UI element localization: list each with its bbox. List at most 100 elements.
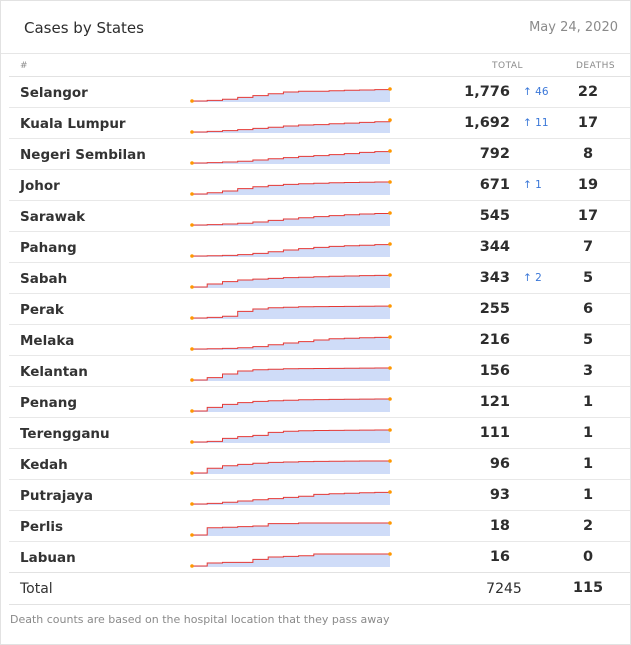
state-total: 344 [479, 239, 510, 255]
state-total: 671 [479, 177, 510, 193]
state-total: 16 [489, 549, 510, 565]
sparkline-start-dot [190, 316, 194, 320]
sparkline-end-dot [388, 87, 392, 91]
table-row: Putrajaya 93 1 [9, 479, 630, 511]
state-deaths: 1 [582, 487, 594, 503]
state-name: Kuala Lumpur [20, 116, 126, 132]
total-row: Total 7245 115 [9, 572, 630, 605]
sparkline-start-dot [190, 223, 194, 227]
sparkline-line [192, 305, 391, 319]
card-title: Cases by States [24, 19, 144, 37]
table-row: Penang 121 1 [9, 386, 630, 418]
state-name: Negeri Sembilan [20, 147, 146, 163]
state-name: Johor [20, 178, 60, 194]
trend-sparkline [190, 521, 392, 537]
state-increase: ↑ 11 [523, 117, 549, 129]
trend-sparkline [190, 118, 392, 134]
state-deaths: 5 [582, 270, 594, 286]
state-total: 343 [479, 270, 510, 286]
sparkline-start-dot [190, 409, 194, 413]
sparkline-line [192, 398, 390, 412]
sparkline-line [192, 89, 391, 102]
sparkline-start-dot [190, 161, 194, 165]
sparkline-end-dot [388, 211, 392, 215]
sparkline-line [192, 522, 390, 536]
trend-sparkline [190, 273, 392, 289]
total-cases: 7245 [486, 581, 522, 597]
sparkline-start-dot [190, 440, 194, 444]
table-row: Sarawak 545 17 [9, 200, 630, 232]
state-name: Perlis [20, 519, 63, 535]
sparkline-end-dot [388, 118, 392, 122]
column-header-total: TOTAL [492, 61, 524, 71]
state-total: 156 [479, 363, 510, 379]
state-total: 255 [479, 301, 510, 317]
sparkline-area [192, 523, 390, 536]
trend-sparkline [190, 304, 392, 320]
state-name: Melaka [20, 333, 75, 349]
sparkline-start-dot [190, 564, 194, 568]
sparkline-line [192, 213, 391, 226]
table-row: Melaka 216 5 [9, 324, 630, 356]
sparkline-start-dot [190, 533, 194, 537]
arrow-up-icon: ↑ [523, 117, 536, 129]
sparkline-start-dot [190, 192, 194, 196]
trend-sparkline [190, 552, 392, 568]
state-total: 121 [479, 394, 510, 410]
state-name: Penang [20, 395, 78, 411]
footer-note: Death counts are based on the hospital l… [10, 613, 390, 626]
table-row: Negeri Sembilan 792 8 [9, 138, 630, 170]
state-deaths: 22 [577, 84, 599, 100]
state-deaths: 2 [582, 518, 594, 534]
table-row: Kelantan 156 3 [9, 355, 630, 387]
table-row: Labuan 16 0 [9, 541, 630, 573]
sparkline-line [192, 429, 390, 443]
sparkline-line [192, 491, 391, 505]
table-row: Perlis 18 2 [9, 510, 630, 542]
sparkline-start-dot [190, 99, 194, 103]
trend-sparkline [190, 335, 392, 351]
sparkline-area [192, 151, 390, 164]
sparkline-line [192, 367, 390, 381]
state-increase: ↑ 1 [523, 179, 542, 191]
state-deaths: 3 [582, 363, 594, 379]
state-total: 792 [479, 146, 510, 162]
sparkline-end-dot [388, 273, 392, 277]
state-name: Putrajaya [20, 488, 93, 504]
trend-sparkline [190, 87, 392, 103]
state-name: Labuan [20, 550, 76, 566]
trend-sparkline [190, 397, 392, 413]
arrow-up-icon: ↑ [523, 179, 536, 191]
sparkline-area [192, 306, 390, 319]
table-row: Terengganu 111 1 [9, 417, 630, 449]
column-header-deaths: DEATHS [576, 61, 616, 71]
sparkline-start-dot [190, 378, 194, 382]
sparkline-area [192, 461, 390, 474]
state-increase-value: 11 [535, 117, 549, 129]
state-deaths: 17 [577, 115, 599, 131]
card-header: Cases by States May 24, 2020 [1, 1, 630, 54]
table-row: Perak 255 6 [9, 293, 630, 325]
sparkline-line [192, 274, 391, 288]
sparkline-end-dot [388, 490, 392, 494]
arrow-up-icon: ↑ [523, 86, 536, 98]
state-total: 96 [489, 456, 510, 472]
sparkline-start-dot [190, 254, 194, 258]
state-increase-value: 46 [535, 86, 549, 98]
table-row: Sabah 343 ↑ 2 5 [9, 262, 630, 294]
state-total: 216 [479, 332, 510, 348]
state-deaths: 1 [582, 394, 594, 410]
state-increase-value: 1 [535, 179, 542, 191]
state-name: Kedah [20, 457, 68, 473]
table-row: Johor 671 ↑ 1 19 [9, 169, 630, 201]
total-deaths: 115 [572, 580, 604, 596]
state-total: 111 [479, 425, 510, 441]
sparkline-end-dot [388, 521, 392, 525]
sparkline-end-dot [388, 459, 392, 463]
trend-sparkline [190, 366, 392, 382]
sparkline-end-dot [388, 304, 392, 308]
sparkline-end-dot [388, 242, 392, 246]
state-deaths: 6 [582, 301, 594, 317]
state-increase: ↑ 46 [523, 86, 549, 98]
sparkline-line [192, 120, 391, 133]
